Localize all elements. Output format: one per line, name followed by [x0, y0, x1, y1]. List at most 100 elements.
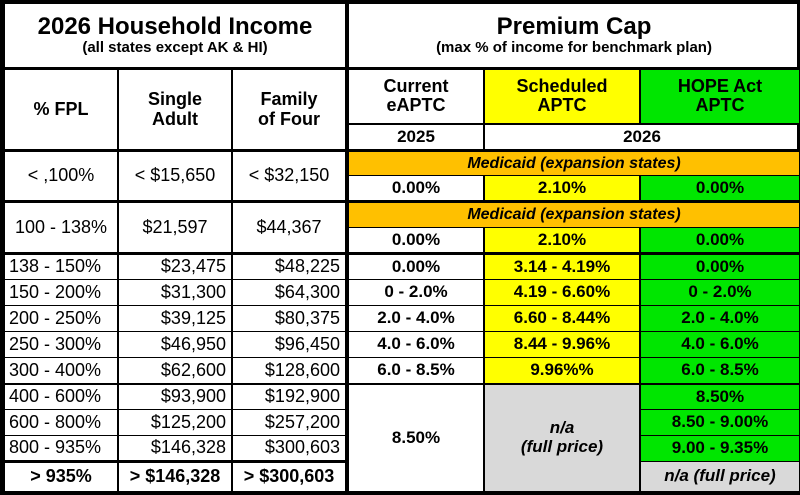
- hope-act-aptc-cell: 6.0 - 8.5%: [638, 357, 800, 385]
- table-row: 8.50% n/a (full price) 8.50%: [347, 383, 800, 492]
- family-of-four-total-cell: > $300,603: [231, 460, 347, 492]
- current-eaptc-cell: 0.00%: [347, 253, 485, 280]
- family-of-four-column-header: Family of Four: [231, 68, 347, 152]
- hope-act-aptc-cell: 9.00 - 9.35%: [638, 435, 800, 462]
- family-of-four-cell: $64,300: [231, 279, 347, 306]
- hope-act-na-cell: n/a (full price): [638, 461, 800, 492]
- fpl-column-header: % FPL: [3, 68, 119, 152]
- scheduled-aptc-cell: 4.19 - 6.60%: [483, 279, 641, 306]
- table-row: 8.50 - 9.00%: [348, 409, 800, 436]
- single-adult-cell: $62,600: [117, 357, 233, 385]
- fpl-cell: 250 - 300%: [3, 331, 119, 358]
- table-row: Medicaid (expansion states): [346, 201, 800, 228]
- table-row: 600 - 800% $125,200 $257,200: [3, 409, 347, 436]
- current-eaptc-cell: 0.00%: [347, 227, 485, 255]
- scheduled-aptc-cell: 8.44 - 9.96%: [483, 331, 641, 358]
- hope-act-aptc-column-header: HOPE Act APTC: [638, 68, 800, 125]
- table-row: 250 - 300% $46,950 $96,450: [3, 331, 347, 358]
- income-title-cell: 2026 Household Income (all states except…: [3, 3, 347, 70]
- table-row: 0 - 2.0% 4.19 - 6.60% 0 - 2.0%: [347, 279, 800, 306]
- scheduled-aptc-cell: 2.10%: [483, 175, 641, 203]
- family-of-four-cell: $257,200: [231, 409, 347, 436]
- table-row: 150 - 200% $31,300 $64,300: [3, 279, 347, 306]
- single-adult-cell: $125,200: [117, 409, 233, 436]
- family-of-four-cell: $128,600: [231, 357, 347, 385]
- current-eaptc-cell: 2.0 - 4.0%: [347, 305, 485, 332]
- family-of-four-cell: $300,603: [231, 435, 347, 462]
- premium-cap-subtitle: (max % of income for benchmark plan): [436, 39, 712, 57]
- fpl-cell: 600 - 800%: [3, 409, 119, 436]
- current-eaptc-span-cell: 8.50%: [347, 383, 485, 492]
- table-row: 300 - 400% $62,600 $128,600: [3, 357, 347, 385]
- family-of-four-cell: $44,367: [231, 201, 347, 255]
- hope-act-aptc-cell: 0 - 2.0%: [638, 279, 800, 306]
- hope-act-aptc-cell: 2.0 - 4.0%: [638, 305, 800, 332]
- single-adult-cell: $93,900: [117, 383, 233, 410]
- household-income-table: 2026 Household Income (all states except…: [3, 3, 347, 492]
- table-row: 0.00% 3.14 - 4.19% 0.00%: [347, 253, 800, 280]
- hope-act-aptc-cell: 0.00%: [638, 175, 800, 203]
- single-adult-cell: $31,300: [117, 279, 233, 306]
- current-eaptc-cell: 0.00%: [347, 175, 485, 203]
- single-adult-cell: < $15,650: [117, 150, 233, 203]
- fpl-cell: 800 - 935%: [3, 435, 119, 462]
- year-2026-cell: 2026: [482, 123, 800, 152]
- fpl-cell: 300 - 400%: [3, 357, 119, 385]
- current-eaptc-column-header: Current eAPTC: [347, 68, 485, 125]
- family-of-four-cell: $80,375: [231, 305, 347, 332]
- family-of-four-cell: < $32,150: [231, 150, 347, 203]
- table-row: > 935% > $146,328 > $300,603: [3, 460, 347, 492]
- table-row: Current eAPTC Scheduled APTC HOPE Act AP…: [347, 68, 800, 125]
- single-adult-cell: $21,597: [117, 201, 233, 255]
- table-row: 9.00 - 9.35%: [348, 435, 800, 462]
- table-row: n/a (full price): [348, 461, 800, 492]
- fpl-cell: < ,100%: [3, 150, 119, 203]
- table-row: 0.00% 2.10% 0.00%: [347, 175, 800, 203]
- current-eaptc-cell: 6.0 - 8.5%: [347, 357, 485, 385]
- table-row: 400 - 600% $93,900 $192,900: [3, 383, 347, 410]
- single-adult-cell: $39,125: [117, 305, 233, 332]
- income-title: 2026 Household Income: [37, 13, 313, 41]
- table-row: Premium Cap (max % of income for benchma…: [346, 3, 800, 70]
- hope-act-aptc-cell: 8.50%: [638, 383, 800, 410]
- fpl-cell: 100 - 138%: [3, 201, 119, 255]
- scheduled-aptc-cell: 3.14 - 4.19%: [483, 253, 641, 280]
- table-row: 4.0 - 6.0% 8.44 - 9.96% 4.0 - 6.0%: [347, 331, 800, 358]
- fpl-cell: 138 - 150%: [3, 253, 119, 280]
- fpl-total-cell: > 935%: [3, 460, 119, 492]
- single-adult-cell: $23,475: [117, 253, 233, 280]
- scheduled-aptc-column-header: Scheduled APTC: [483, 68, 641, 125]
- family-of-four-cell: $192,900: [231, 383, 347, 410]
- table-row: 2025 2026: [347, 123, 800, 152]
- family-of-four-cell: $48,225: [231, 253, 347, 280]
- scheduled-aptc-cell: 6.60 - 8.44%: [483, 305, 641, 332]
- table-row: 2.0 - 4.0% 6.60 - 8.44% 2.0 - 4.0%: [347, 305, 800, 332]
- table-row: 100 - 138% $21,597 $44,367: [3, 201, 347, 255]
- single-adult-column-header: Single Adult: [117, 68, 233, 152]
- single-adult-total-cell: > $146,328: [117, 460, 233, 492]
- hope-act-aptc-cell: 0.00%: [638, 253, 800, 280]
- table-row: 6.0 - 8.5% 9.96%% 6.0 - 8.5%: [347, 357, 800, 385]
- premium-cap-title-cell: Premium Cap (max % of income for benchma…: [346, 3, 800, 70]
- current-eaptc-cell: 0 - 2.0%: [347, 279, 485, 306]
- scheduled-aptc-cell: 9.96%%: [483, 357, 641, 385]
- hope-act-aptc-cell: 0.00%: [638, 227, 800, 255]
- fpl-cell: 200 - 250%: [3, 305, 119, 332]
- table-row: < ,100% < $15,650 < $32,150: [3, 150, 347, 203]
- current-eaptc-cell: 4.0 - 6.0%: [347, 331, 485, 358]
- medicaid-band: Medicaid (expansion states): [346, 150, 800, 176]
- premium-cap-title: Premium Cap: [496, 13, 652, 41]
- scheduled-aptc-na-cell: n/a (full price): [483, 383, 641, 492]
- scheduled-aptc-cell: 2.10%: [483, 227, 641, 255]
- single-adult-cell: $46,950: [117, 331, 233, 358]
- family-of-four-cell: $96,450: [231, 331, 347, 358]
- hope-act-aptc-cell: 8.50 - 9.00%: [638, 409, 800, 436]
- table-row: 0.00% 2.10% 0.00%: [347, 227, 800, 255]
- fpl-cell: 150 - 200%: [3, 279, 119, 306]
- fpl-cell: 400 - 600%: [3, 383, 119, 410]
- medicaid-band: Medicaid (expansion states): [346, 201, 800, 228]
- income-subtitle: (all states except AK & HI): [82, 39, 268, 57]
- table-row: Medicaid (expansion states): [346, 150, 800, 176]
- year-2025-cell: 2025: [347, 123, 485, 152]
